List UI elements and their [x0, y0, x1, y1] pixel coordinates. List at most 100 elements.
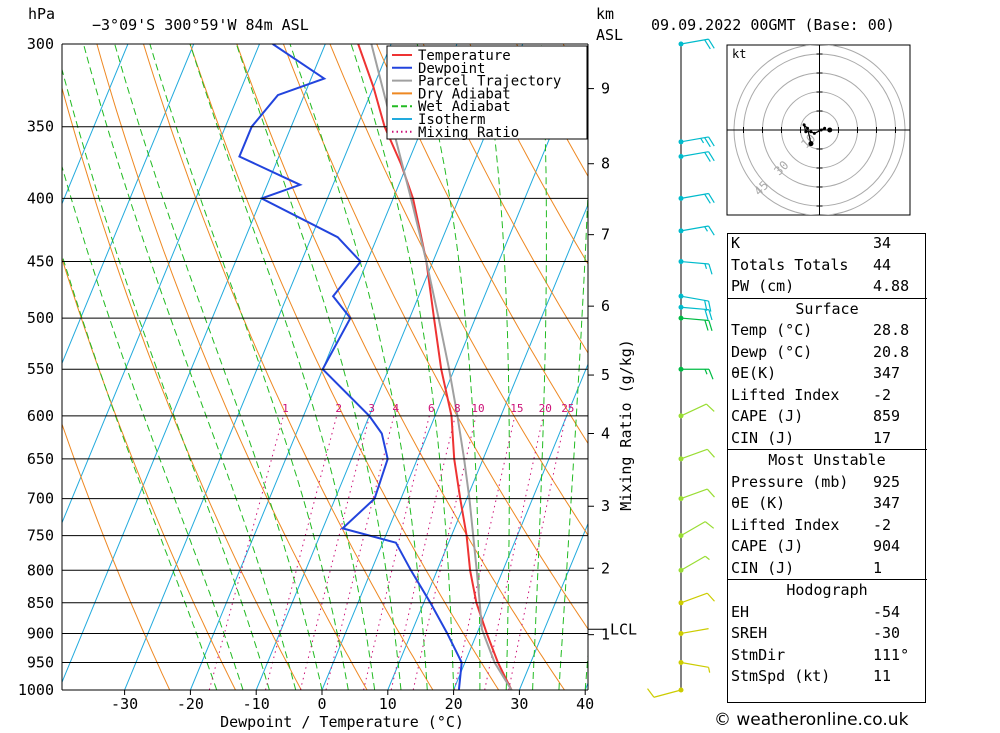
wind-barb — [678, 659, 711, 673]
mixing-ratio-label: 3 — [368, 402, 375, 415]
wind-barb — [678, 304, 713, 321]
wind-barb — [678, 225, 715, 236]
wind-barb — [678, 366, 714, 380]
dry-adiabat — [282, 44, 588, 630]
legend-entry: Isotherm — [418, 112, 485, 128]
index-value: 111° — [873, 645, 910, 664]
wind-barb — [678, 293, 712, 312]
pressure-tick-label: 750 — [27, 527, 54, 545]
index-value: -30 — [873, 624, 901, 642]
km-tick-label: 3 — [601, 497, 610, 515]
wind-barb — [678, 192, 715, 204]
x-tick-label: -20 — [177, 695, 204, 713]
pressure-tick-label: 850 — [27, 594, 54, 612]
index-label: StmSpd (kt) — [731, 667, 831, 685]
index-label: CAPE (J) — [731, 537, 804, 555]
dry-adiabat — [96, 44, 368, 690]
indices-row: CIN (J) 1 — [727, 558, 927, 580]
index-label: StmDir — [731, 645, 786, 664]
pressure-tick-label: 500 — [27, 309, 54, 327]
dry-adiabat — [236, 44, 565, 690]
indices-row: CIN (J) 17 — [727, 428, 927, 450]
hodograph-point — [802, 123, 806, 127]
wind-barb — [678, 136, 715, 148]
isotherm-line — [124, 44, 392, 690]
index-value: 904 — [873, 537, 901, 555]
index-label: CIN (J) — [731, 428, 795, 447]
wind-barb — [678, 628, 709, 636]
index-label: θE(K) — [731, 364, 777, 382]
indices-row: θE (K) 347 — [727, 493, 927, 515]
x-tick-label: 30 — [510, 695, 528, 713]
wind-barb — [678, 488, 715, 502]
wet-adiabat — [532, 44, 547, 690]
legend-entry: Parcel Trajectory — [418, 74, 561, 90]
index-value: 11 — [873, 667, 892, 685]
km-tick-label: 9 — [601, 80, 610, 98]
isotherm-line — [518, 522, 588, 690]
indices-row: K 34 — [727, 233, 927, 255]
index-value: 44 — [873, 255, 892, 274]
km-tick-label: 8 — [601, 155, 610, 173]
dry-adiabat — [422, 44, 588, 354]
km-tick-label: 1 — [601, 626, 610, 644]
indices-row: Pressure (mb) 925 — [727, 472, 927, 494]
index-label: θE (K) — [731, 494, 786, 512]
wind-barb — [678, 259, 713, 275]
indices-row: StmSpd (kt) 11 — [727, 666, 927, 688]
indices-row: Lifted Index -2 — [727, 515, 927, 537]
indices-section-header: Hodograph — [727, 579, 927, 602]
legend-entry: Mixing Ratio — [418, 125, 519, 141]
mixing-ratio-line — [265, 415, 338, 690]
legend-entry: Dry Adiabat — [418, 86, 511, 102]
hodograph-point — [806, 126, 810, 130]
index-value: -54 — [873, 602, 901, 621]
mixing-ratio-label: 4 — [393, 402, 400, 415]
index-value: 347 — [873, 364, 901, 382]
wet-adiabat — [289, 44, 428, 690]
x-axis-label: Dewpoint / Temperature (°C) — [220, 713, 464, 731]
index-value: -2 — [873, 385, 892, 404]
wind-barb — [678, 555, 710, 573]
pressure-tick-label: 550 — [27, 360, 54, 378]
legend-entry: Wet Adiabat — [418, 99, 511, 115]
wind-barb — [678, 403, 715, 419]
index-label: EH — [731, 602, 750, 621]
hodograph-point — [809, 130, 813, 134]
isotherm-line — [62, 44, 326, 684]
indices-row: Dewp (°C) 20.8 — [727, 342, 927, 364]
legend-entry: Dewpoint — [418, 61, 485, 77]
mixing-ratio-label: 6 — [428, 402, 435, 415]
wind-barb — [678, 592, 715, 606]
dry-adiabat — [983, 44, 1000, 690]
wet-adiabat — [189, 44, 376, 690]
x-tick-label: 40 — [576, 695, 594, 713]
pressure-tick-label: 900 — [27, 624, 54, 642]
wind-barb — [678, 151, 715, 162]
index-label: PW (cm) — [731, 277, 795, 295]
pressure-tick-label: 450 — [27, 253, 54, 271]
unit-hpa-label: hPa — [28, 5, 55, 23]
hodograph-start — [808, 141, 814, 147]
footer-credit: © weatheronline.co.uk — [714, 710, 909, 730]
indices-row: θE(K) 347 — [727, 363, 927, 385]
indices-row: SREH -30 — [727, 623, 927, 645]
wet-adiabat — [149, 44, 349, 690]
mixing-ratio-line — [363, 415, 430, 690]
mixing-ratio-label: 10 — [471, 402, 484, 415]
isotherm-line — [453, 362, 588, 690]
wind-barb — [647, 687, 684, 698]
index-value: 28.8 — [873, 321, 910, 339]
index-label: Lifted Index — [731, 385, 840, 404]
km-tick-label: 6 — [601, 297, 610, 315]
isotherm-line — [62, 44, 129, 206]
x-tick-label: 10 — [379, 695, 397, 713]
km-tick-label: 4 — [601, 425, 610, 443]
index-label: Lifted Index — [731, 515, 840, 534]
index-value: 347 — [873, 494, 901, 512]
pressure-tick-label: 950 — [27, 653, 54, 671]
isotherm-line — [321, 44, 588, 690]
hodograph-point — [812, 131, 816, 135]
